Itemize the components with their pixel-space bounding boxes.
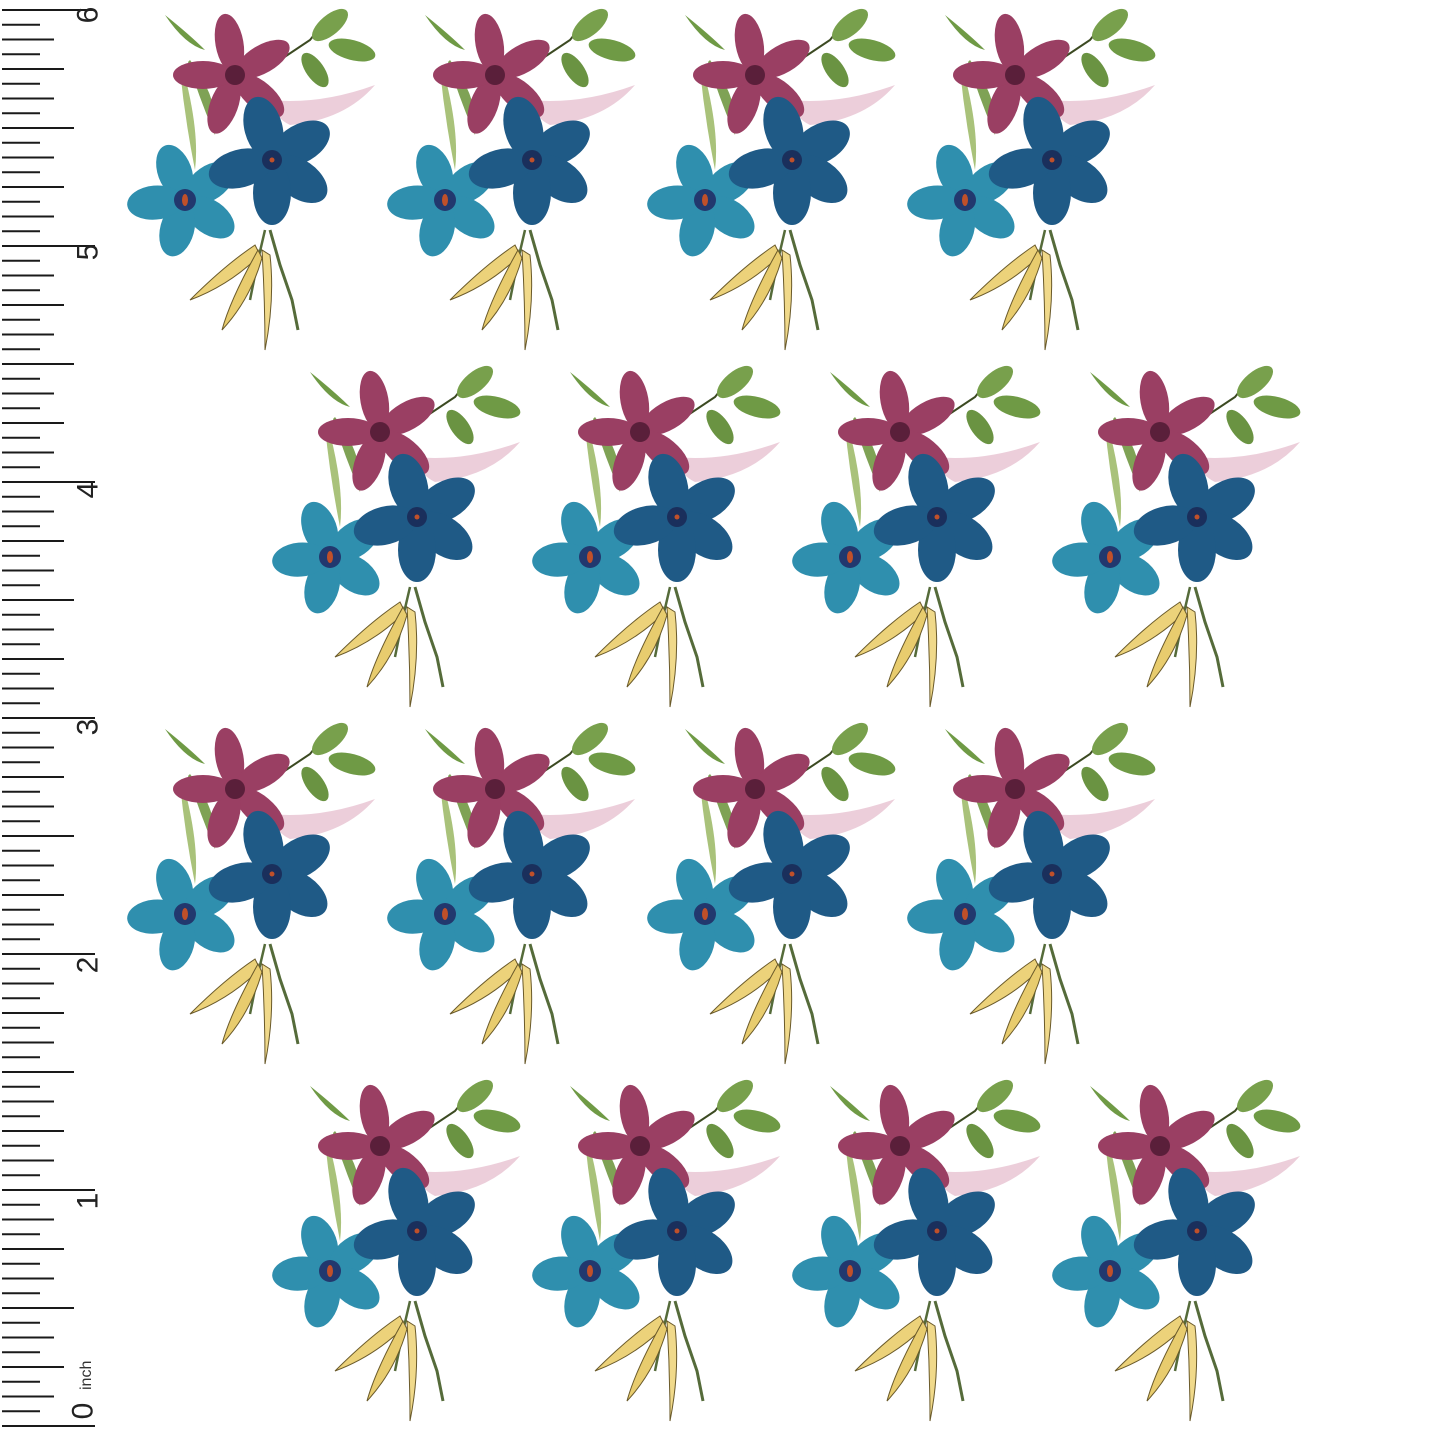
floral-motif [1049, 358, 1305, 709]
ruler-unit-label: inch [78, 1360, 95, 1390]
ruler-label-3: 3 [71, 718, 105, 736]
ruler-label-6: 6 [71, 6, 105, 24]
ruler-label-2: 2 [71, 956, 105, 974]
floral-motif [124, 715, 380, 1066]
ruler-label-4: 4 [71, 481, 105, 499]
floral-motif [904, 1, 1160, 352]
ruler-label-1: 1 [71, 1192, 105, 1210]
ruler-label-0: 0 [66, 1402, 100, 1420]
floral-motif [644, 1, 900, 352]
floral-motif [644, 715, 900, 1066]
ruler-label-5: 5 [71, 243, 105, 261]
floral-motif [529, 1072, 785, 1423]
floral-motif [529, 358, 785, 709]
floral-motif [269, 1072, 525, 1423]
floral-motif [269, 358, 525, 709]
ruler: 0 inch 1 2 3 4 5 6 [0, 0, 130, 1445]
floral-motif [384, 1, 640, 352]
floral-motif [789, 1072, 1045, 1423]
floral-motif [904, 715, 1160, 1066]
floral-motif [1049, 1072, 1305, 1423]
floral-motif [384, 715, 640, 1066]
floral-motif [124, 1, 380, 352]
floral-motif [789, 358, 1045, 709]
